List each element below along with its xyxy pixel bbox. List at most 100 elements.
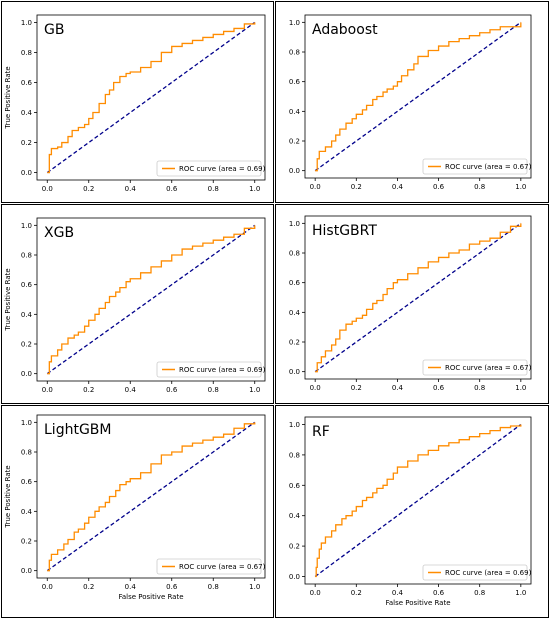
x-tick-label: 0.6 [433,384,445,392]
y-tick-label: 0.6 [21,478,33,486]
plot-area [36,14,266,181]
legend-label: ROC curve (area = 0.69) [179,366,266,374]
x-tick-label: 0.4 [392,384,404,392]
model-title: Adaboost [312,22,378,38]
model-title: LightGBM [44,422,111,438]
y-tick-label: 0.6 [289,482,301,490]
roc-curve [315,22,522,172]
x-tick-label: 0.4 [125,386,137,394]
legend-label: ROC curve (area = 0.69) [179,165,266,173]
legend-label: ROC curve (area = 0.67) [445,364,532,372]
x-tick-label: 0.8 [474,384,485,392]
x-axis-title: False Positive Rate [385,599,450,607]
chance-line [314,423,522,578]
y-tick-label: 0.4 [21,311,33,319]
y-tick-label: 1.0 [21,419,32,427]
legend-box [422,158,528,175]
y-tick-label: 0.8 [21,449,32,457]
x-tick-label: 0.6 [166,386,178,394]
y-tick-label: 0.0 [21,169,32,177]
chance-line [314,21,522,172]
x-tick-label: 0.2 [83,185,94,193]
x-tick-label: 0.8 [208,386,219,394]
roc-curve [315,424,522,578]
y-tick-label: 0.2 [289,137,300,145]
x-tick-label: 1.0 [249,185,260,193]
x-tick-label: 0.2 [351,589,362,597]
x-tick-label: 0.4 [392,589,404,597]
y-tick-label: 0.0 [289,368,300,376]
x-tick-label: 0.0 [42,185,53,193]
x-tick-label: 0.0 [310,384,321,392]
y-tick-label: 0.6 [289,78,301,86]
panel-gb: 0.0 0.2 0.4 0.6 0.8 1.0 0.0 0.2 0.4 0.6 0.8 1.0 True… [1,1,274,203]
model-title: HistGBRT [312,223,377,239]
x-tick-label: 0.2 [351,183,362,191]
panel-histgbrt: 0.0 0.2 0.4 0.6 0.8 1.0 0.0 0.2 0.4 0.6 0.8 1.0 Hist… [275,204,549,404]
y-tick-label: 1.0 [289,220,300,228]
y-axis-title: True Positive Rate [4,268,12,331]
x-tick-label: 0.0 [310,589,321,597]
y-tick-label: 0.8 [21,252,32,260]
y-tick-label: 1.0 [21,222,32,230]
x-tick-label: 0.0 [310,183,321,191]
legend-label: ROC curve (area = 0.69) [445,569,532,577]
roc-curve [47,225,256,375]
y-axis-title: True Positive Rate [4,465,12,528]
model-title: GB [44,22,64,38]
x-tick-label: 0.6 [433,589,445,597]
y-tick-label: 0.2 [289,338,300,346]
panel-xgb: 0.0 0.2 0.4 0.6 0.8 1.0 0.0 0.2 0.4 0.6 0.8 1.0 True… [1,204,274,404]
y-tick-label: 0.8 [289,250,300,258]
y-tick-label: 0.4 [21,508,33,516]
y-tick-label: 0.6 [289,279,301,287]
x-tick-label: 0.8 [208,583,219,591]
y-tick-label: 0.0 [289,573,300,581]
y-tick-label: 0.0 [289,167,300,175]
x-tick-label: 1.0 [249,583,260,591]
x-tick-label: 0.4 [125,185,137,193]
panel-adaboost: 0.0 0.2 0.4 0.6 0.8 1.0 0.0 0.2 0.4 0.6 0.8 1.0 Adab… [275,1,549,203]
x-tick-label: 0.6 [433,183,445,191]
panel-frame [275,405,549,618]
chance-line [46,21,256,174]
x-tick-label: 0.6 [166,583,178,591]
y-tick-label: 0.0 [21,567,32,575]
y-tick-label: 1.0 [21,19,32,27]
y-tick-label: 0.4 [289,512,301,520]
chance-line [46,421,256,572]
y-tick-label: 0.8 [289,49,300,57]
y-tick-label: 0.2 [21,340,32,348]
y-tick-label: 0.2 [21,139,32,147]
legend-box [156,160,262,177]
y-tick-label: 0.0 [21,370,32,378]
y-tick-label: 0.2 [21,537,32,545]
x-tick-label: 0.4 [125,583,137,591]
x-tick-label: 0.6 [166,185,178,193]
model-title: RF [312,424,330,440]
panel-lightgbm: 0.0 0.2 0.4 0.6 0.8 1.0 0.0 0.2 0.4 0.6 0.8 1.0 True… [1,405,274,618]
x-tick-label: 0.8 [474,589,485,597]
x-tick-label: 0.8 [208,185,219,193]
roc-curve [47,422,256,572]
x-tick-label: 1.0 [515,589,526,597]
x-tick-label: 0.0 [42,386,53,394]
x-tick-label: 1.0 [515,384,526,392]
y-tick-label: 0.6 [21,281,33,289]
legend-box [422,359,528,376]
y-tick-label: 0.6 [21,79,33,87]
y-tick-label: 0.4 [21,109,33,117]
x-tick-label: 0.2 [351,384,362,392]
legend-box [156,361,262,378]
legend-label: ROC curve (area = 0.67) [445,163,532,171]
x-tick-label: 1.0 [249,386,260,394]
x-tick-label: 0.0 [42,583,53,591]
y-tick-label: 0.2 [289,543,300,551]
x-tick-label: 0.8 [474,183,485,191]
legend-label: ROC curve (area = 0.67) [179,563,266,571]
y-tick-label: 1.0 [289,19,300,27]
x-tick-label: 1.0 [515,183,526,191]
legend-box [422,564,528,581]
plot-area [304,416,532,585]
